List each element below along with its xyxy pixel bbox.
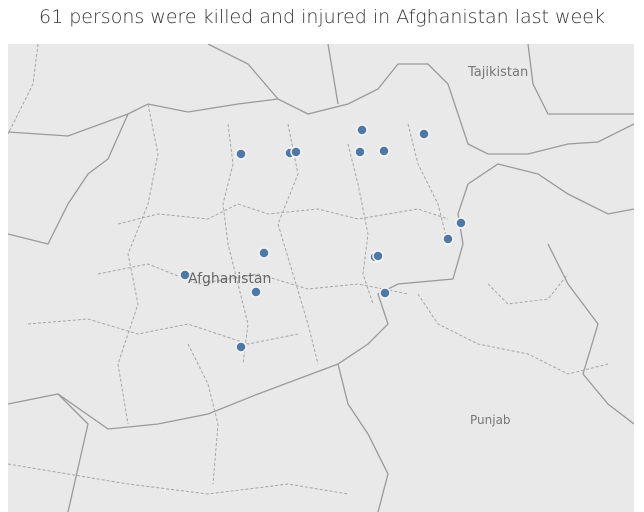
map-layer	[8, 44, 634, 512]
incident-point[interactable]	[378, 145, 390, 157]
incident-point[interactable]	[418, 128, 430, 140]
incident-point[interactable]	[442, 233, 454, 245]
incident-point[interactable]	[250, 286, 262, 298]
incident-points	[179, 124, 467, 353]
incident-point[interactable]	[179, 269, 191, 281]
incident-point[interactable]	[372, 250, 384, 262]
label-tajikistan: Tajikistan	[468, 65, 529, 80]
country-borders	[8, 44, 634, 512]
label-afghanistan: Afghanistan	[188, 271, 272, 287]
incident-point[interactable]	[356, 124, 368, 136]
incident-point[interactable]	[235, 148, 247, 160]
incident-point[interactable]	[258, 247, 270, 259]
incident-point[interactable]	[455, 217, 467, 229]
incident-point[interactable]	[379, 287, 391, 299]
incident-point[interactable]	[235, 341, 247, 353]
label-punjab: Punjab	[470, 413, 511, 427]
map[interactable]: Tajikistan Afghanistan Punjab	[8, 44, 634, 512]
incident-point[interactable]	[354, 146, 366, 158]
incident-point[interactable]	[290, 146, 302, 158]
chart-title: 61 persons were killed and injured in Af…	[39, 6, 605, 28]
province-borders	[8, 44, 609, 495]
